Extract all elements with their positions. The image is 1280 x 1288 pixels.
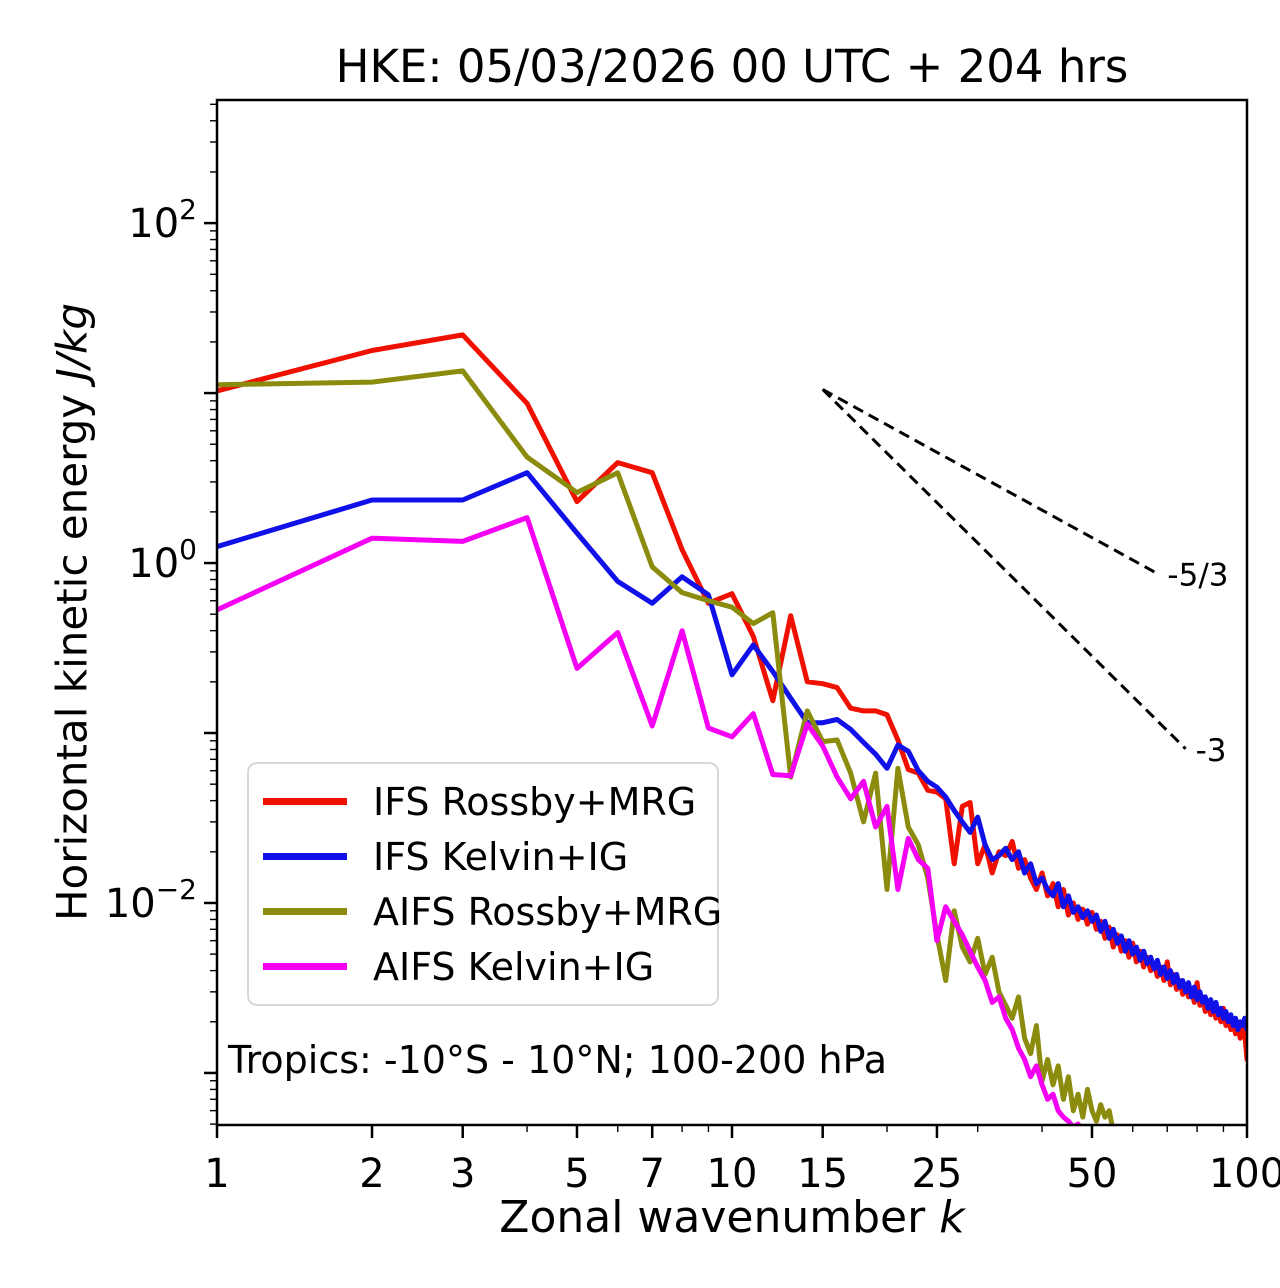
slope-guides: -5/3 -3 <box>821 388 1229 769</box>
y-tick-label: 10−2 <box>105 873 197 927</box>
legend-swatch-blue-line <box>263 853 347 860</box>
x-tick-label: 5 <box>564 1151 589 1197</box>
y-tick-label: 100 <box>128 533 197 587</box>
legend-label: IFS Kelvin+IG <box>373 834 629 879</box>
x-tick-label: 100 <box>1209 1151 1280 1197</box>
x-tick-label: 25 <box>911 1151 962 1197</box>
x-axis-label: Zonal wavenumber k <box>217 1192 1247 1243</box>
chart-title: HKE: 05/03/2026 00 UTC + 204 hrs <box>335 40 1129 93</box>
legend-item-ifs-rossby-mrg: IFS Rossby+MRG <box>249 776 717 828</box>
x-tick-label: 15 <box>797 1151 848 1197</box>
series-line-aifs-kelvin-ig <box>217 515 1082 1125</box>
legend-swatch-magenta-line <box>263 963 347 970</box>
plot-border <box>215 98 1249 1127</box>
x-tick-label: 2 <box>359 1151 384 1197</box>
guide-label-1: -3 <box>1196 733 1227 769</box>
legend-label: AIFS Kelvin+IG <box>373 944 655 989</box>
x-axis-label-text: Zonal wavenumber <box>499 1192 940 1243</box>
axis-ticks: 1 2 3 5 7 10 15 25 50 100 102 100 10−2 <box>105 103 1280 1197</box>
legend-label: IFS Rossby+MRG <box>373 779 697 824</box>
x-axis-label-symbol: k <box>939 1192 965 1243</box>
legend-box: IFS Rossby+MRG IFS Kelvin+IG AIFS Rossby… <box>247 762 722 1006</box>
x-tick-label: 50 <box>1067 1151 1118 1197</box>
legend-label: AIFS Rossby+MRG <box>373 889 723 934</box>
series-lines <box>217 332 1247 1125</box>
legend-swatch-olive-line <box>263 908 347 915</box>
guide-line-0 <box>821 388 1159 575</box>
x-tick-label: 3 <box>450 1151 475 1197</box>
x-tick-label: 7 <box>639 1151 664 1197</box>
legend-swatch-red-line <box>263 798 347 805</box>
series-line-aifs-rossby-mrg <box>217 368 1115 1125</box>
legend-item-ifs-kelvin-ig: IFS Kelvin+IG <box>249 831 717 883</box>
x-tick-label: 10 <box>707 1151 758 1197</box>
series-line-ifs-kelvin-ig <box>217 470 1247 1033</box>
y-tick-label: 102 <box>128 193 197 247</box>
guide-line-1 <box>821 388 1187 750</box>
guide-label-0: -5/3 <box>1167 558 1228 594</box>
x-tick-label: 1 <box>204 1151 229 1197</box>
legend-item-aifs-rossby-mrg: AIFS Rossby+MRG <box>249 886 722 938</box>
region-annotation: Tropics: -10°S - 10°N; 100-200 hPa <box>228 1038 888 1082</box>
legend-item-aifs-kelvin-ig: AIFS Kelvin+IG <box>249 941 717 993</box>
